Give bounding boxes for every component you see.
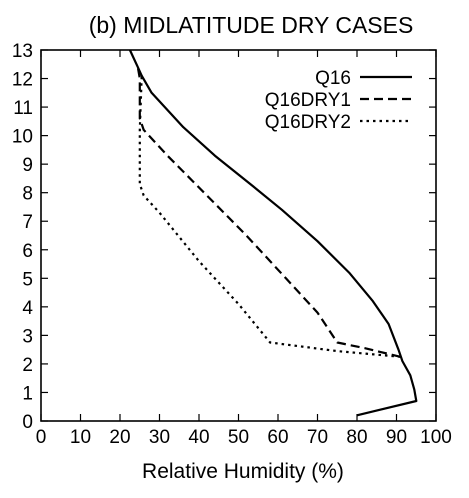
x-tick-label: 0	[36, 427, 47, 448]
x-tick-label: 50	[228, 427, 249, 448]
y-tick-label: 6	[22, 241, 33, 262]
x-tick-label: 80	[346, 427, 367, 448]
y-tick-label: 3	[22, 326, 33, 347]
y-tick-label: 4	[22, 298, 33, 319]
x-tick-label: 100	[420, 427, 452, 448]
x-tick-label: 90	[386, 427, 407, 448]
y-tick-label: 1	[22, 383, 33, 404]
y-tick-label: 10	[12, 127, 33, 148]
y-tick-label: 5	[22, 269, 33, 290]
series-line-q16dry1	[136, 66, 401, 358]
legend-label: Q16DRY2	[265, 112, 351, 133]
legend-label: Q16DRY1	[265, 90, 351, 111]
legend-label: Q16	[315, 68, 351, 89]
series-line-q16dry2	[138, 75, 401, 358]
x-tick-label: 70	[307, 427, 328, 448]
x-tick-label: 60	[267, 427, 288, 448]
data-series	[128, 49, 418, 417]
x-tick-label: 30	[149, 427, 170, 448]
y-tick-label: 8	[22, 184, 33, 205]
x-axis-label: Relative Humidity (%)	[142, 460, 344, 483]
y-tick-label: 9	[22, 155, 33, 176]
y-tick-label: 11	[13, 98, 33, 119]
y-tick-label: 12	[12, 70, 33, 91]
y-tick-label: 7	[22, 212, 33, 233]
y-tick-label: 13	[12, 41, 33, 62]
x-tick-label: 20	[109, 427, 130, 448]
plot-frame	[40, 49, 437, 422]
y-tick-label: 2	[22, 355, 33, 376]
x-tick-label: 40	[188, 427, 209, 448]
chart-title: (b) MIDLATITUDE DRY CASES	[89, 12, 414, 38]
y-tick-label: 0	[22, 412, 33, 433]
x-tick-label: 10	[70, 427, 91, 448]
series-line-q16	[128, 49, 418, 417]
plot-area	[40, 49, 437, 422]
